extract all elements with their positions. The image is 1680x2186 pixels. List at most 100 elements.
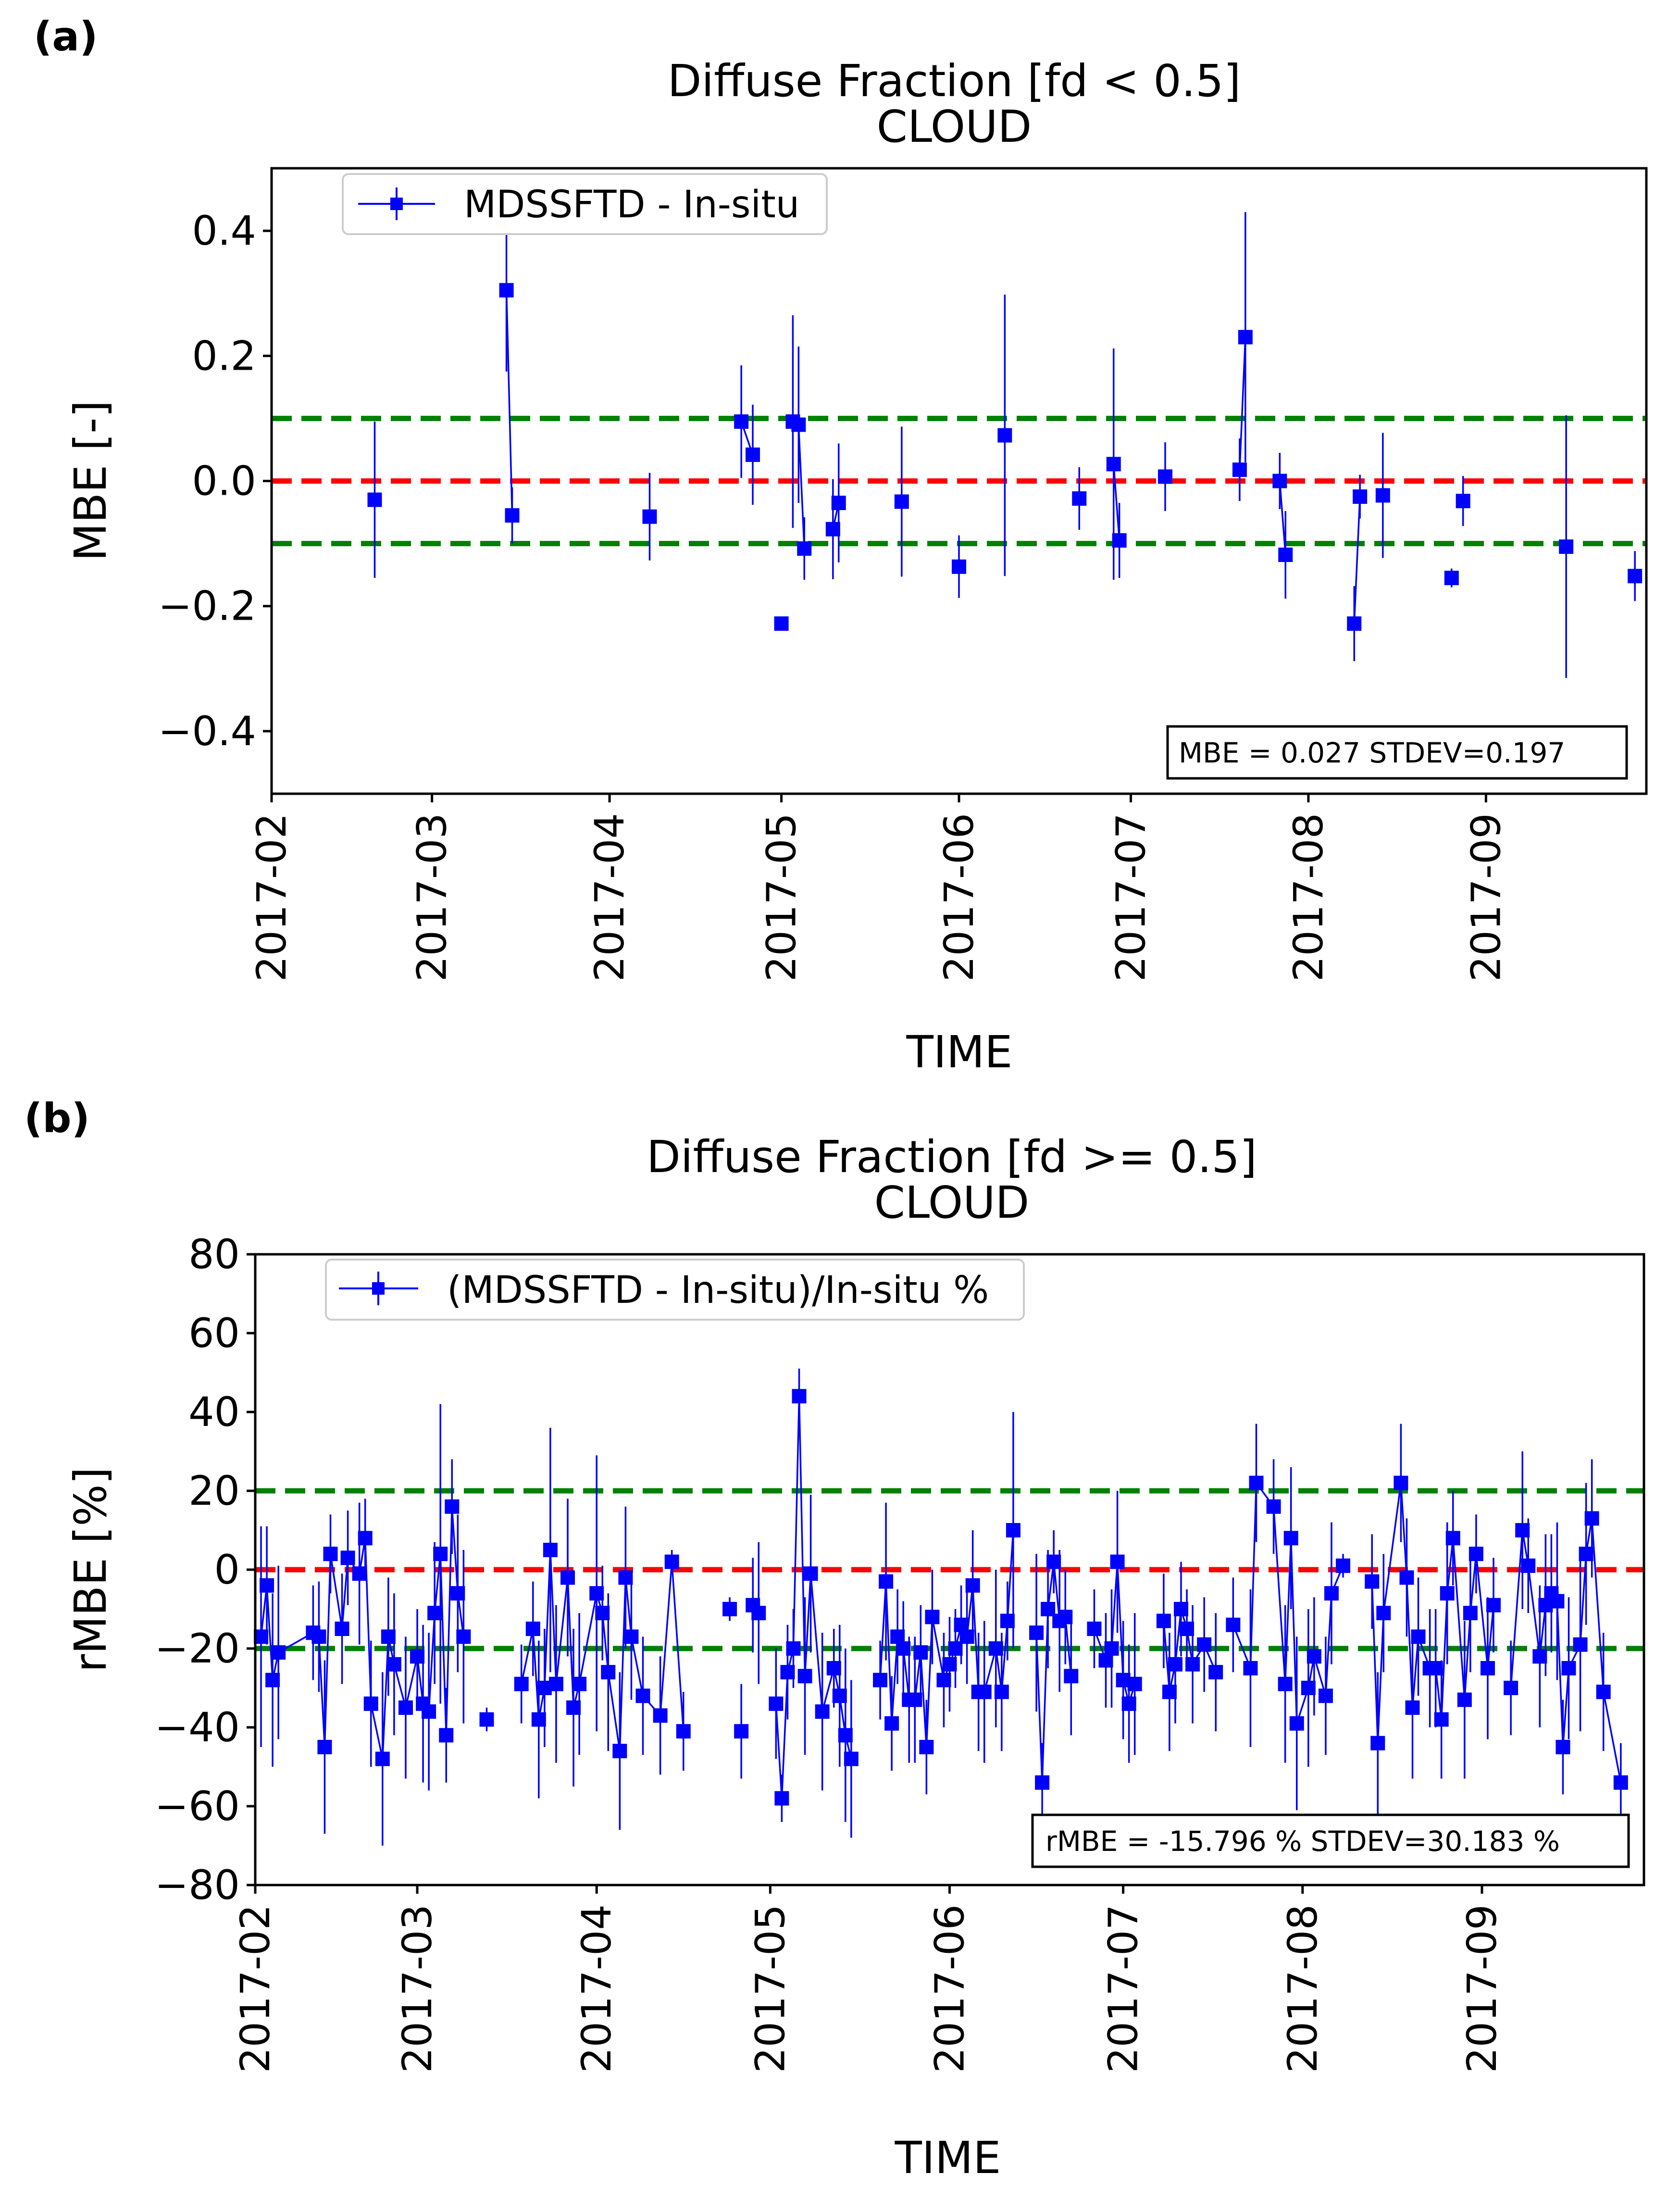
data-point-a-3-1 — [746, 447, 760, 462]
data-point-b-11-2 — [1249, 1475, 1264, 1490]
x-tick-label-b-2: 2017-04 — [573, 1904, 620, 2073]
data-point-a-5-2 — [797, 541, 812, 556]
data-point-b-7-19 — [994, 1685, 1009, 1699]
panel-a-stats-box: MBE = 0.027 STDEV=0.197 — [1166, 725, 1628, 780]
data-point-b-9-6 — [1127, 1676, 1142, 1691]
data-point-b-6-6 — [803, 1566, 818, 1581]
data-point-b-11-0 — [1226, 1617, 1241, 1632]
data-point-a-3-0 — [734, 414, 749, 429]
data-point-b-13-13 — [1613, 1775, 1628, 1790]
data-point-b-2-16 — [653, 1708, 668, 1723]
data-point-b-6-3 — [786, 1641, 801, 1656]
y-tick-label-a-1: 0.2 — [192, 332, 256, 379]
data-point-b-13-10 — [1579, 1547, 1593, 1561]
data-point-b-0-10 — [352, 1566, 367, 1581]
panel-a-stats-text: MBE = 0.027 STDEV=0.197 — [1179, 737, 1565, 769]
data-point-b-2-12 — [612, 1744, 627, 1759]
data-point-b-0-23 — [445, 1499, 460, 1514]
data-point-b-7-8 — [919, 1740, 934, 1754]
data-point-b-0-16 — [398, 1700, 413, 1715]
x-tick-label-a-7: 2017-09 — [1462, 813, 1509, 982]
x-tick-label-a-0: 2017-02 — [248, 813, 295, 982]
y-tick-label-b-5: −20 — [155, 1625, 240, 1672]
x-tick-label-b-5: 2017-07 — [1100, 1904, 1147, 2073]
data-point-b-10-0 — [1156, 1613, 1171, 1628]
panel-b-legend-label: (MDSSFTD - In-situ)/In-situ % — [447, 1269, 989, 1312]
x-tick-label-a-1: 2017-03 — [409, 813, 456, 982]
series-line-a-13 — [1239, 337, 1246, 470]
data-point-b-13-7 — [1556, 1740, 1570, 1754]
data-point-b-7-20 — [1000, 1613, 1015, 1628]
data-point-a-13-1 — [1238, 330, 1253, 345]
data-point-b-0-17 — [410, 1649, 425, 1664]
data-point-a-8-0 — [952, 559, 966, 574]
panel-a-legend-box — [342, 173, 828, 235]
data-point-b-7-4 — [896, 1641, 911, 1656]
data-point-a-1-0 — [499, 283, 514, 298]
data-point-b-7-21 — [1006, 1523, 1020, 1537]
data-point-b-12-6 — [1411, 1629, 1426, 1644]
data-point-b-2-10 — [595, 1606, 610, 1621]
x-tick-label-b-1: 2017-03 — [394, 1904, 441, 2073]
data-point-b-12-8 — [1428, 1661, 1443, 1675]
panel-b-legend-marker — [372, 1282, 385, 1295]
y-tick-label-b-0: 80 — [188, 1231, 240, 1278]
data-point-b-2-8 — [572, 1676, 587, 1691]
data-point-b-0-2 — [265, 1673, 280, 1687]
y-tick-label-a-3: −0.2 — [158, 583, 256, 630]
data-point-a-18-0 — [1456, 494, 1470, 509]
x-tick-label-a-4: 2017-06 — [935, 813, 983, 982]
data-point-b-0-7 — [323, 1547, 338, 1561]
data-point-b-9-3 — [1110, 1554, 1125, 1569]
data-point-b-0-9 — [340, 1550, 355, 1565]
panel-b-stats-frame — [1031, 1813, 1630, 1868]
data-point-b-0-22 — [439, 1728, 454, 1743]
panel-a-stats-frame — [1166, 725, 1628, 780]
data-point-a-0-0 — [367, 492, 382, 507]
panel-b-legend: (MDSSFTD - In-situ)/In-situ % — [325, 1259, 1025, 1321]
data-point-b-10-7 — [1208, 1665, 1223, 1680]
data-point-b-6-0 — [769, 1696, 784, 1711]
data-point-a-13-0 — [1232, 462, 1247, 477]
data-point-b-10-3 — [1174, 1602, 1188, 1616]
panel-b-legend-box — [325, 1259, 1025, 1321]
panel-b-plot-frame — [254, 1253, 1645, 1886]
y-tick-label-a-0: 0.4 — [192, 207, 256, 254]
data-point-b-7-9 — [925, 1610, 940, 1624]
panel-b-stats-box: rMBE = -15.796 % STDEV=30.183 % — [1031, 1813, 1630, 1868]
y-tick-label-b-3: 20 — [188, 1467, 240, 1514]
data-point-b-7-1 — [879, 1574, 894, 1589]
data-point-b-12-3 — [1394, 1475, 1408, 1490]
data-point-b-13-8 — [1561, 1661, 1576, 1675]
data-point-a-2-0 — [642, 509, 657, 524]
data-point-b-7-15 — [965, 1578, 980, 1593]
data-point-b-0-3 — [271, 1645, 286, 1660]
data-point-b-12-9 — [1434, 1712, 1449, 1727]
data-point-b-7-11 — [942, 1657, 957, 1672]
series-line-a-15 — [1353, 496, 1361, 624]
panel-a-label: (a) — [34, 13, 98, 60]
data-point-b-2-17 — [664, 1554, 679, 1569]
data-point-b-3-0 — [722, 1602, 737, 1616]
data-point-b-12-14 — [1468, 1547, 1483, 1561]
data-point-a-14-0 — [1272, 474, 1287, 488]
data-point-a-20-0 — [1628, 569, 1643, 584]
y-tick-label-b-2: 40 — [188, 1388, 240, 1436]
data-point-a-11-1 — [1112, 533, 1127, 548]
data-point-b-13-2 — [1521, 1558, 1536, 1573]
data-point-b-0-25 — [456, 1629, 471, 1644]
data-point-b-12-15 — [1480, 1661, 1495, 1675]
data-point-a-5-1 — [791, 417, 806, 432]
data-point-b-13-1 — [1515, 1523, 1530, 1537]
data-point-a-6-0 — [825, 522, 840, 537]
panel-a-ylabel: MBE [-] — [65, 400, 116, 562]
data-point-b-0-5 — [311, 1629, 326, 1644]
data-point-b-7-17 — [977, 1685, 992, 1699]
data-point-b-6-10 — [838, 1728, 853, 1743]
data-point-b-13-12 — [1596, 1685, 1611, 1699]
x-tick-label-a-5: 2017-07 — [1108, 813, 1155, 982]
y-tick-label-b-7: −60 — [155, 1783, 240, 1830]
data-point-b-8-5 — [1058, 1610, 1073, 1624]
panel-a-legend-marker — [390, 198, 403, 210]
